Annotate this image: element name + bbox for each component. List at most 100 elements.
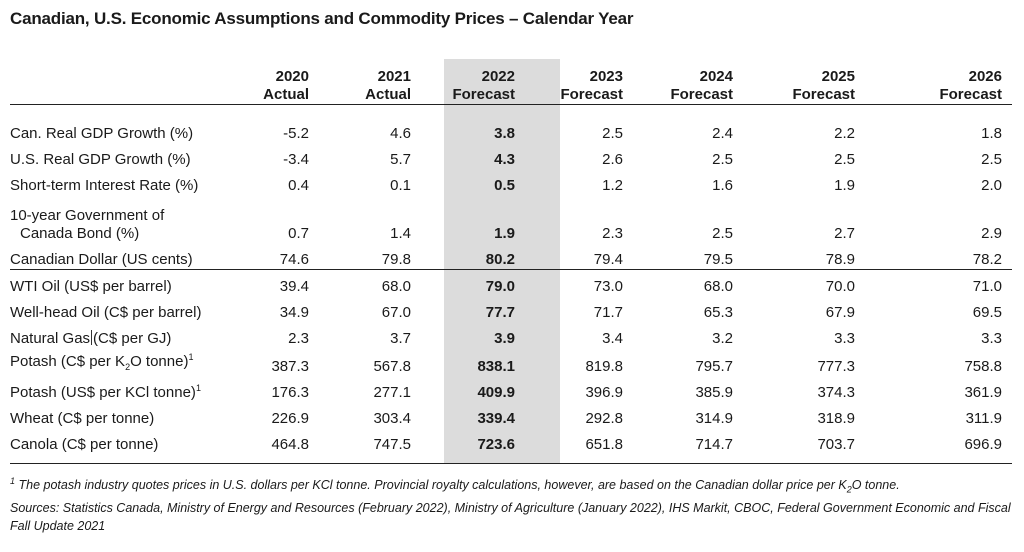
subscript: 2 [846, 484, 852, 495]
cell-value: 292.8 [585, 410, 623, 427]
footnote-text-b: O tonne. [851, 478, 900, 493]
cell-value: 2.0 [981, 177, 1002, 194]
cell-value: 819.8 [585, 358, 623, 375]
cell-value: 2.5 [602, 125, 623, 142]
row-label: U.S. Real GDP Growth (%) [10, 151, 191, 168]
table-title: Canadian, U.S. Economic Assumptions and … [10, 9, 634, 28]
table-row: Wheat (C$ per tonne) 226.9 303.4 339.4 2… [10, 402, 1012, 428]
cell-value: 361.9 [964, 384, 1002, 401]
header-row: 2020 Actual 2021 Actual 2022 Forecast 2023 F… [10, 60, 1012, 105]
cell-value-forecast-2022: 4.3 [494, 151, 515, 168]
cell-value-forecast-2022: 80.2 [485, 251, 515, 268]
row-label: Can. Real GDP Growth (%) [10, 125, 194, 142]
footnote-potash: 1 The potash industry quotes prices in U… [10, 472, 1012, 499]
cell-value-forecast-2022: 1.9 [494, 225, 515, 242]
table-row: Natural Gas (C$ per GJ) 2.3 3.7 3.9 3.4 3… [10, 322, 1012, 348]
row-label: Well-head Oil (C$ per barrel) [10, 304, 202, 321]
cell-value: 176.3 [271, 384, 309, 401]
row-label-line2: Canada Bond (%) [20, 225, 140, 242]
cell-value: 2.6 [602, 151, 623, 168]
cell-value: 71.0 [865, 269, 1012, 296]
footnote-sources: Sources: Statistics Canada, Ministry of … [10, 500, 1011, 533]
cell-value: 2.7 [834, 225, 855, 242]
header-2022: 2022 Forecast [421, 60, 537, 105]
footnote-block: 1 The potash industry quotes prices in U… [10, 472, 1012, 535]
cell-value-forecast-2022: 3.9 [494, 330, 515, 347]
cell-value: 747.5 [373, 436, 411, 453]
cell-value: 1.2 [602, 177, 623, 194]
row-label: Short-term Interest Rate (%) [10, 177, 199, 194]
cell-value: 3.2 [712, 330, 733, 347]
table-row: U.S. Real GDP Growth (%) -3.4 5.7 4.3 2.… [10, 143, 1012, 169]
cell-value: 2.3 [602, 225, 623, 242]
cell-value: 79.4 [593, 251, 623, 268]
row-label-part-a: Potash (US$ per KCl tonne) [10, 384, 196, 401]
cell-value: 65.3 [703, 304, 733, 321]
row-label-part-b: O tonne) [130, 353, 189, 370]
cell-value: 34.9 [279, 304, 309, 321]
cell-value: 567.8 [373, 358, 411, 375]
row-label: Canola (C$ per tonne) [10, 436, 159, 453]
row-label-part-a: Potash (C$ per K [10, 353, 126, 370]
cell-value: 79.8 [381, 251, 411, 268]
cell-value-forecast-2022: 0.5 [494, 177, 515, 194]
table-row: Short-term Interest Rate (%) 0.4 0.1 0.5… [10, 169, 1012, 195]
cell-value: 3.3 [834, 330, 855, 347]
cell-value: 2.9 [981, 225, 1002, 242]
cell-value: 385.9 [695, 384, 733, 401]
cell-value: 1.6 [712, 177, 733, 194]
header-2021: 2021 Actual [319, 60, 421, 105]
cell-value: 651.8 [585, 436, 623, 453]
cell-value: 2.5 [834, 151, 855, 168]
cell-value: 5.7 [390, 151, 411, 168]
cell-value: -5.2 [283, 125, 309, 142]
text-cursor-icon [91, 330, 93, 345]
footnote-divider [10, 463, 1012, 464]
cell-value-forecast-2022: 339.4 [477, 410, 515, 427]
cell-value: -3.4 [283, 151, 309, 168]
cell-value: 758.8 [964, 358, 1002, 375]
cell-value: 1.4 [390, 225, 411, 242]
cell-value: 74.6 [279, 251, 309, 268]
cell-value: 2.2 [834, 125, 855, 142]
cell-value: 78.2 [972, 251, 1002, 268]
cell-value: 2.5 [712, 151, 733, 168]
cell-value: 3.3 [981, 330, 1002, 347]
cell-value: 777.3 [817, 358, 855, 375]
cell-value-forecast-2022: 3.8 [494, 125, 515, 142]
cell-value: 39.4 [242, 269, 319, 296]
cell-value-forecast-2022: 838.1 [477, 358, 515, 375]
table-row: Potash (C$ per K2O tonne)1 387.3 567.8 8… [10, 348, 1012, 376]
row-label: Canadian Dollar (US cents) [10, 251, 193, 268]
cell-value: 3.4 [602, 330, 623, 347]
header-2023: 2023 Forecast [537, 60, 633, 105]
table-row: Can. Real GDP Growth (%) -5.2 4.6 3.8 2.… [10, 105, 1012, 144]
cell-value: 69.5 [972, 304, 1002, 321]
header-2024: 2024 Forecast [633, 60, 743, 105]
cell-value: 1.8 [981, 125, 1002, 142]
cell-value: 2.5 [712, 225, 733, 242]
row-label: WTI Oil (US$ per barrel) [10, 269, 242, 296]
cell-value-forecast-2022: 409.9 [477, 384, 515, 401]
footnote-marker: 1 [10, 476, 16, 486]
row-label: Potash (US$ per KCl tonne)1 [10, 376, 242, 402]
cell-value: 226.9 [271, 410, 309, 427]
cell-value: 2.3 [288, 330, 309, 347]
cell-value: 795.7 [695, 358, 733, 375]
cell-value: 314.9 [695, 410, 733, 427]
cell-value: 703.7 [817, 436, 855, 453]
cell-value: 374.3 [817, 384, 855, 401]
row-label-line1: 10-year Government of [10, 207, 165, 224]
cell-value: 78.9 [825, 251, 855, 268]
cell-value: 71.7 [593, 304, 623, 321]
row-label-part-b: (C$ per GJ) [93, 330, 172, 347]
row-label: Natural Gas (C$ per GJ) [10, 322, 242, 348]
table-row: Canola (C$ per tonne) 464.8 747.5 723.6 … [10, 428, 1012, 454]
cell-value: 73.0 [537, 269, 633, 296]
table-row: Potash (US$ per KCl tonne)1 176.3 277.1 … [10, 376, 1012, 402]
cell-value: 0.1 [390, 177, 411, 194]
row-label: Wheat (C$ per tonne) [10, 410, 155, 427]
header-2025: 2025 Forecast [743, 60, 865, 105]
cell-value: 68.0 [633, 269, 743, 296]
cell-value: 2.5 [981, 151, 1002, 168]
